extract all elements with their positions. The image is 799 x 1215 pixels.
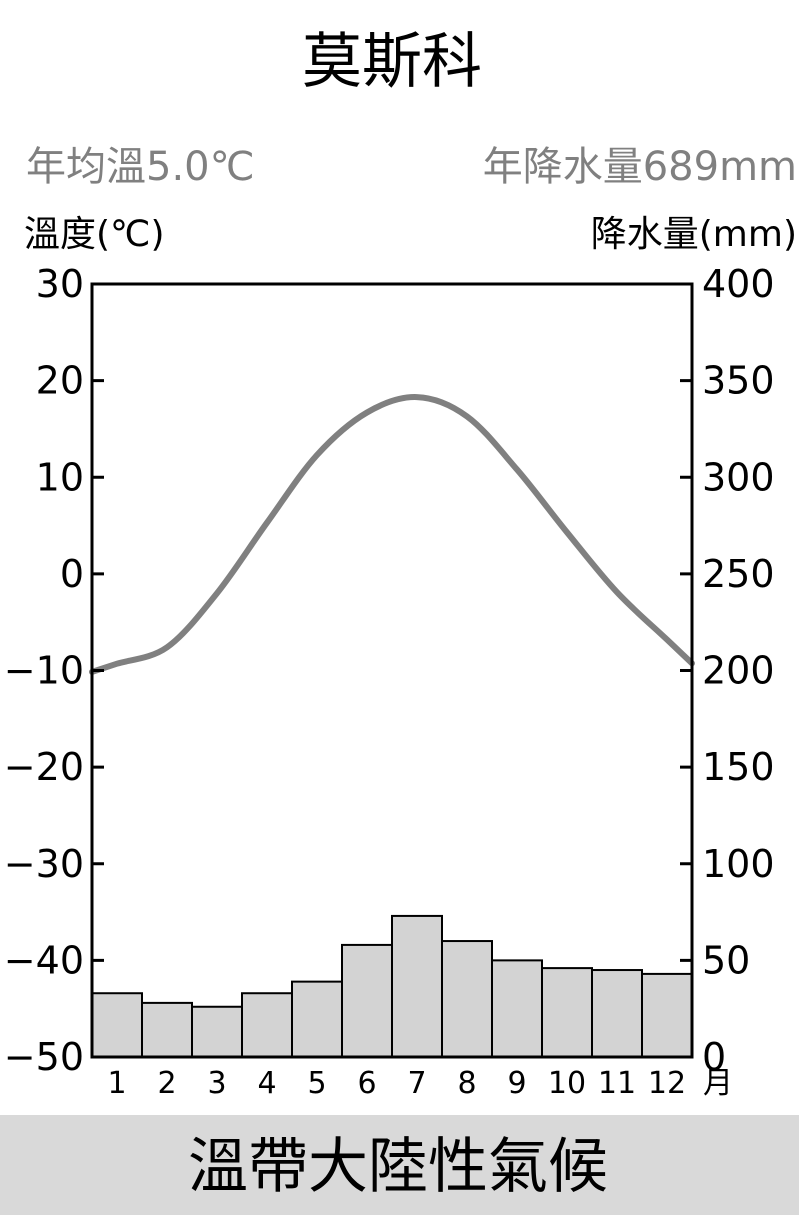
left-tick-label: 0 (60, 552, 84, 596)
chart-title: 莫斯科 (302, 27, 482, 97)
right-tick-label: 300 (702, 455, 775, 499)
right-tick-label: 350 (702, 359, 775, 403)
left-tick-label: −10 (4, 649, 84, 693)
precipitation-bar (391, 914, 443, 1058)
right-tick-label: 250 (702, 552, 775, 596)
right-axis-ticks: 400 350 300 250 200 150 100 50 0 (680, 262, 775, 1079)
annual-precipitation: 年降水量689mm (483, 144, 797, 190)
right-tick-label: 200 (702, 649, 775, 693)
temperature-line (89, 394, 695, 675)
precipitation-bar (341, 943, 393, 1058)
precipitation-bar (641, 972, 693, 1059)
left-axis-title: 溫度(℃) (24, 214, 165, 255)
month-label: 4 (257, 1066, 276, 1101)
climate-type-caption: 溫帶大陸性氣候 (188, 1132, 608, 1202)
x-axis-ticks: 1 2 3 4 5 6 7 8 9 10 11 12 (107, 1066, 686, 1101)
right-axis-title: 降水量(mm) (591, 214, 797, 255)
left-axis-ticks: 30 20 10 0 −10 −20 −30 −40 −50 (4, 262, 104, 1079)
month-label: 5 (307, 1066, 326, 1101)
annual-temperature: 年均溫5.0℃ (26, 144, 255, 190)
right-tick-label: 400 (702, 262, 775, 306)
month-label: 1 (107, 1066, 126, 1101)
right-tick-label: 100 (702, 842, 775, 886)
precipitation-bar (441, 940, 493, 1058)
left-tick-label: 20 (36, 359, 84, 403)
left-tick-label: −30 (4, 842, 84, 886)
caption-band (0, 1115, 799, 1215)
right-tick-label: 0 (702, 1035, 726, 1079)
month-label: 9 (507, 1066, 526, 1101)
month-label: 12 (648, 1066, 686, 1101)
month-label: 8 (457, 1066, 476, 1101)
precipitation-bars (91, 914, 693, 1059)
right-tick-label: 150 (702, 745, 775, 789)
precipitation-bar (91, 992, 143, 1058)
precipitation-bar (141, 1001, 193, 1059)
precipitation-bar (241, 992, 293, 1058)
month-label: 3 (207, 1066, 226, 1101)
right-tick-label: 50 (702, 938, 750, 982)
left-tick-label: −50 (4, 1035, 84, 1079)
left-tick-label: −40 (4, 938, 84, 982)
left-tick-label: 30 (36, 262, 84, 306)
precipitation-bar (291, 980, 343, 1059)
month-label: 7 (407, 1066, 426, 1101)
month-label: 2 (157, 1066, 176, 1101)
precipitation-bar (591, 969, 643, 1058)
left-tick-label: −20 (4, 745, 84, 789)
month-label: 11 (598, 1066, 636, 1101)
precipitation-bar (491, 959, 543, 1058)
month-label: 10 (548, 1066, 586, 1101)
x-axis-unit: 月 (703, 1066, 733, 1101)
precipitation-bar (191, 1005, 243, 1059)
month-label: 6 (357, 1066, 376, 1101)
precipitation-bar (541, 967, 593, 1058)
left-tick-label: 10 (36, 455, 84, 499)
